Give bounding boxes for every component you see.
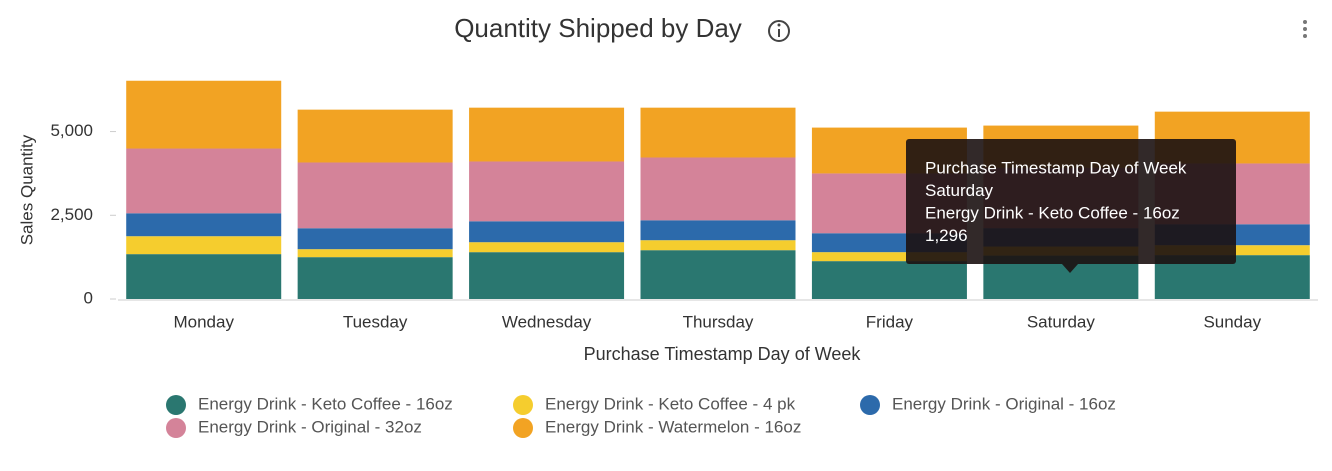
bar-segment [640,107,796,158]
tooltip-category: Saturday [925,181,994,200]
bar-segment [640,157,796,221]
bar-segment [469,161,625,222]
bar-segment [126,148,282,214]
x-tick-label: Sunday [1203,312,1261,331]
info-icon[interactable] [768,20,790,42]
bar-segment [297,228,453,250]
x-tick-label: Monday [173,312,234,331]
x-tick-label: Saturday [1027,312,1096,331]
bar-segment [469,242,625,253]
legend-swatch [513,395,533,415]
y-axis-label: Sales Quantity [17,134,36,245]
legend-label: Energy Drink - Watermelon - 16oz [545,417,801,436]
x-tick-label: Thursday [683,312,754,331]
menu-button[interactable] [1303,20,1307,38]
tooltip: Purchase Timestamp Day of Week Saturday En… [906,139,1236,273]
x-tick-label: Wednesday [502,312,592,331]
bar-segment [126,213,282,237]
bar-segment [297,109,453,163]
x-tick-label: Tuesday [343,312,408,331]
bar-segment [469,252,625,299]
tooltip-box [906,139,1236,264]
bar-segment [640,220,796,241]
bar-segment [297,249,453,258]
bar-segment [640,250,796,299]
x-tick-label: Friday [866,312,914,331]
chart-title: Quantity Shipped by Day [454,13,742,43]
tooltip-value: 1,296 [925,226,968,245]
bar-segment [126,80,282,149]
x-axis-label: Purchase Timestamp Day of Week [584,344,862,364]
y-tick-label: 2,500 [50,205,93,224]
legend-item[interactable]: Energy Drink - Original - 32oz [166,417,422,438]
bar-segment [126,254,282,299]
bar-segment [297,257,453,299]
y-tick-label: 5,000 [50,121,93,140]
legend-label: Energy Drink - Keto Coffee - 4 pk [545,394,796,413]
legend-item[interactable]: Energy Drink - Keto Coffee - 4 pk [513,394,796,415]
legend-item[interactable]: Energy Drink - Keto Coffee - 16oz [166,394,453,415]
bar-segment [126,236,282,255]
bar-segment [811,252,967,262]
bar-segment [640,240,796,251]
legend-label: Energy Drink - Original - 32oz [198,417,422,436]
bar-segment [811,261,967,299]
legend-label: Energy Drink - Keto Coffee - 16oz [198,394,453,413]
bar-segment [469,221,625,243]
y-tick-label: 0 [84,288,93,307]
tooltip-heading: Purchase Timestamp Day of Week [925,158,1187,177]
bar-segment [469,107,625,162]
legend-swatch [166,418,186,438]
legend-swatch [513,418,533,438]
legend-item[interactable]: Energy Drink - Watermelon - 16oz [513,417,801,438]
legend-label: Energy Drink - Original - 16oz [892,394,1116,413]
legend-swatch [166,395,186,415]
tooltip-arrow [1062,264,1078,273]
tooltip-series: Energy Drink - Keto Coffee - 16oz [925,203,1180,222]
legend-swatch [860,395,880,415]
bar-segment [297,162,453,229]
legend-item[interactable]: Energy Drink - Original - 16oz [860,394,1116,415]
